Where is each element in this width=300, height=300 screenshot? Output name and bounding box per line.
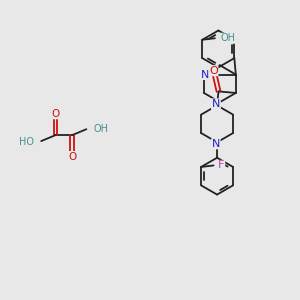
Text: O: O	[209, 66, 218, 76]
Text: O: O	[68, 152, 76, 161]
Text: N: N	[212, 99, 220, 109]
Text: N: N	[212, 101, 220, 111]
Text: OH: OH	[94, 124, 109, 134]
Text: N: N	[212, 139, 220, 149]
Text: OH: OH	[220, 33, 235, 43]
Text: N: N	[201, 70, 210, 80]
Text: HO: HO	[19, 137, 34, 147]
Text: O: O	[51, 109, 60, 119]
Text: F: F	[218, 160, 225, 170]
